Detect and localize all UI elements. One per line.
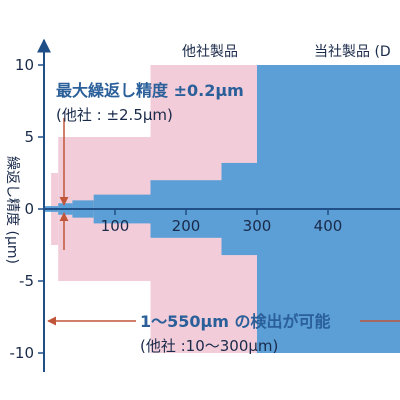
range-annotation-title: 1〜550μm の検出が可能 <box>140 312 331 331</box>
y-axis-label: 繰返し精度 (μm) <box>4 156 20 264</box>
y-tick-label: 5 <box>24 128 34 146</box>
x-tick-label: 300 <box>243 217 272 235</box>
x-tick-label: 400 <box>314 217 343 235</box>
y-tick-label: -5 <box>19 272 34 290</box>
competitor-series-label: 他社製品 <box>182 44 238 60</box>
repeat-annotation-title: 最大繰返し精度 ±0.2μm <box>56 81 244 100</box>
y-ticks: 10 5 0 -5 -10 <box>10 56 44 362</box>
range-annotation-sub: (他社 :10〜300μm) <box>140 337 278 355</box>
repeat-annotation-sub: (他社 : ±2.5μm) <box>56 106 173 124</box>
x-tick-label: 200 <box>172 217 201 235</box>
our-series-label: 当社製品 (D <box>314 44 391 60</box>
y-tick-label: -10 <box>10 344 35 362</box>
x-ticks: 100 200 300 400 <box>101 209 343 235</box>
x-tick-label: 100 <box>101 217 130 235</box>
y-tick-label: 10 <box>15 56 34 74</box>
y-tick-label: 0 <box>24 200 34 218</box>
